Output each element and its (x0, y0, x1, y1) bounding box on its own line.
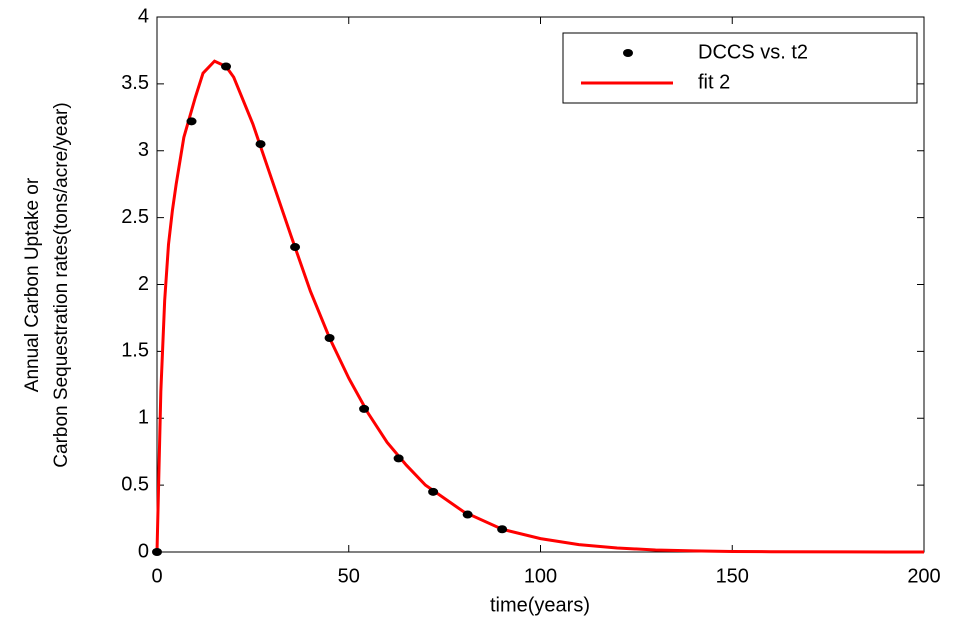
y-tick-label: 2.5 (121, 206, 149, 228)
y-axis-label: Annual Carbon Uptake or (22, 177, 43, 392)
y-tick-label: 4 (138, 5, 149, 27)
legend-marker (623, 49, 633, 57)
data-point (324, 334, 335, 342)
y-tick-label: 1 (138, 407, 149, 429)
data-point (462, 510, 473, 519)
x-tick-label: 200 (907, 565, 940, 587)
x-axis-label: time(years) (490, 594, 590, 616)
y-axis-label: Carbon Sequestration rates(tons/acre/yea… (51, 102, 72, 467)
y-tick-label: 2 (138, 273, 149, 295)
data-point (255, 140, 266, 149)
data-point (152, 548, 162, 556)
x-tick-label: 0 (151, 565, 162, 587)
plot-area (156, 16, 925, 553)
data-point (393, 454, 404, 463)
x-tick-label: 50 (338, 565, 360, 587)
fit-line (155, 59, 925, 554)
y-tick-label: 0 (138, 540, 149, 562)
x-tick-label: 150 (716, 565, 749, 587)
legend-label: DCCS vs. t2 (698, 41, 808, 63)
data-point (497, 525, 508, 534)
data-point (359, 404, 370, 413)
y-tick-label: 1.5 (121, 340, 149, 362)
legend-box (562, 32, 918, 104)
y-tick-label: 3.5 (121, 72, 149, 94)
data-point (428, 487, 439, 496)
x-tick-label: 100 (524, 565, 557, 587)
data-point (186, 117, 197, 126)
y-tick-label: 3 (138, 139, 149, 161)
legend-label: fit 2 (698, 71, 730, 93)
data-point (221, 62, 232, 71)
data-point (290, 243, 301, 252)
y-tick-label: 0.5 (121, 473, 149, 495)
